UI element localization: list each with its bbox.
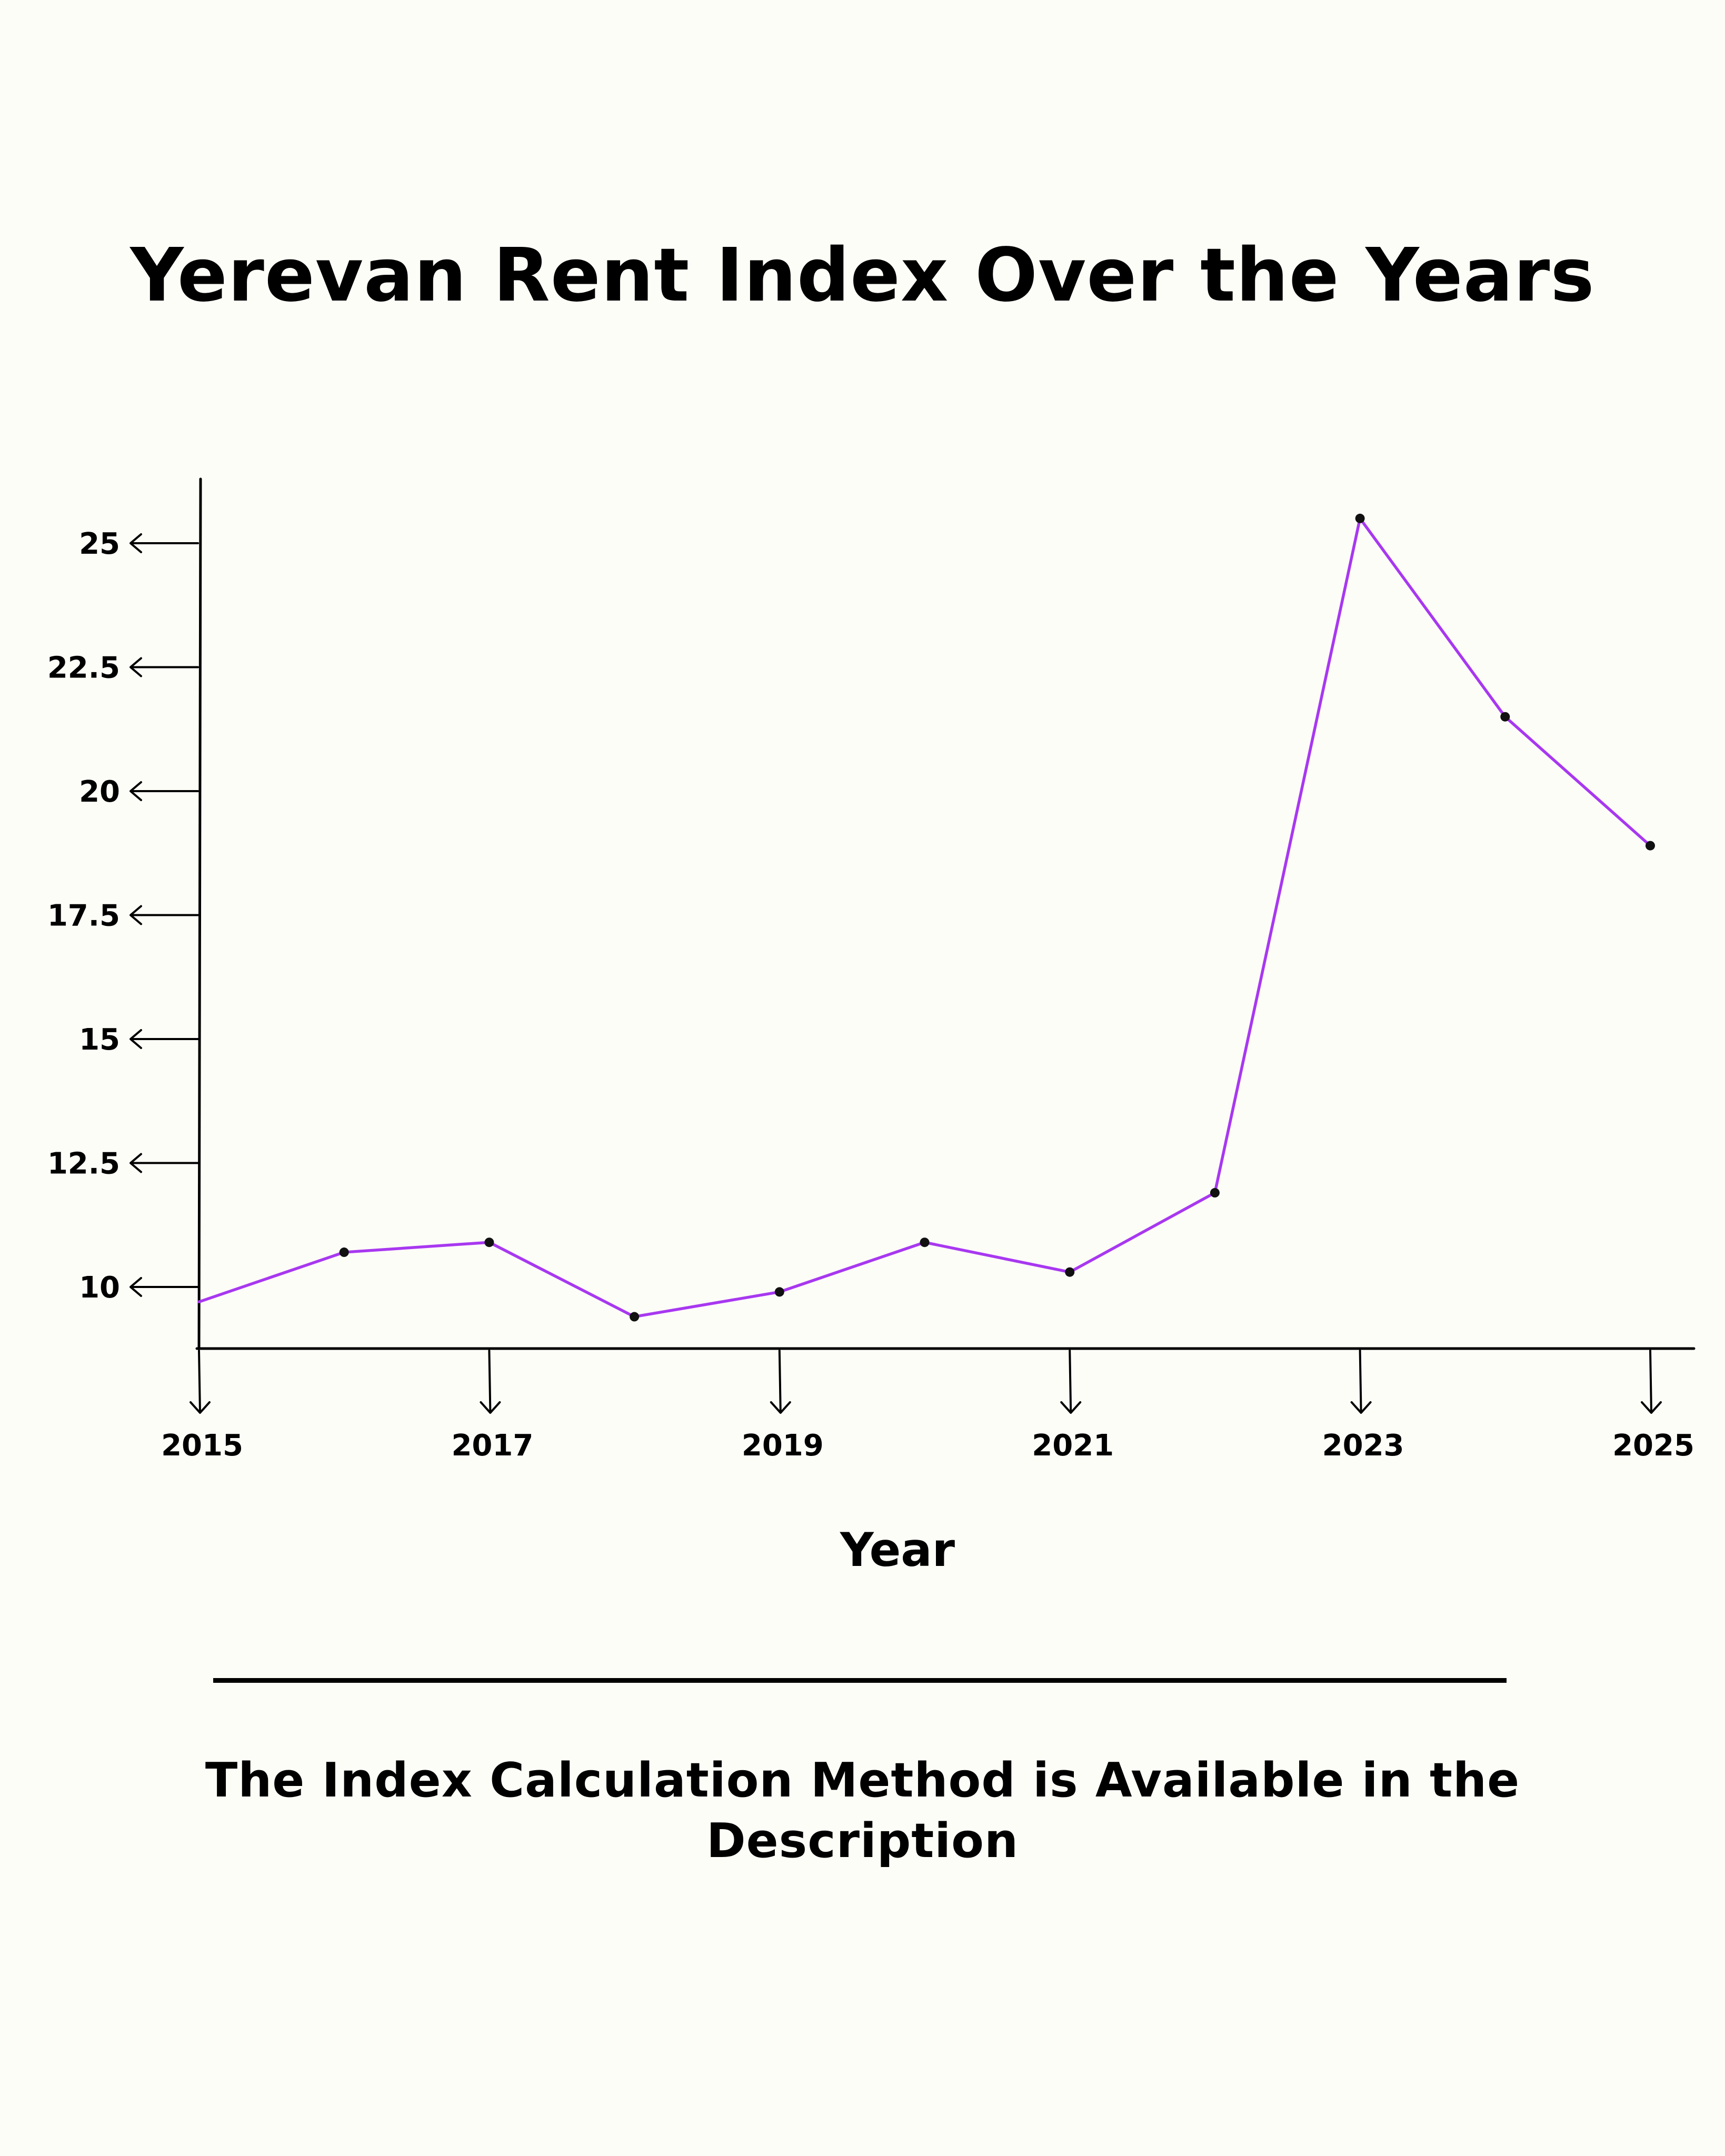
- data-point: [339, 1247, 349, 1257]
- y-tick: 10: [79, 1271, 199, 1305]
- x-tick-arrow-head: [190, 1401, 211, 1414]
- data-point: [1646, 841, 1655, 851]
- y-tick-label: 17.5: [47, 899, 120, 933]
- x-tick-arrow-head: [480, 1401, 501, 1414]
- x-tick: 2021: [1032, 1350, 1114, 1463]
- x-tick-label: 2015: [161, 1429, 243, 1463]
- line-chart: 10 12.5 15 17.5 20 22.5 25 2015 2017 2019 2021 202…: [47, 477, 1696, 1577]
- data-point: [1355, 513, 1365, 523]
- y-tick-label: 20: [79, 775, 120, 809]
- data-point: [1500, 712, 1510, 722]
- x-tick-label: 2021: [1032, 1429, 1114, 1463]
- y-tick-arrow-head: [129, 1153, 142, 1173]
- x-tick-arrow-shaft: [198, 1350, 201, 1413]
- x-tick-arrow-head: [770, 1401, 791, 1414]
- data-point: [774, 1287, 784, 1297]
- y-tick: 15: [79, 1023, 199, 1057]
- y-tick-arrow-head: [129, 781, 142, 801]
- x-tick: 2023: [1322, 1350, 1404, 1463]
- y-tick-arrow-head: [129, 1029, 142, 1049]
- y-tick: 22.5: [47, 651, 199, 685]
- x-tick-arrow-head: [1060, 1401, 1082, 1414]
- y-tick: 25: [79, 527, 199, 561]
- x-tick: 2025: [1612, 1350, 1694, 1463]
- x-tick-label: 2019: [742, 1429, 824, 1463]
- x-tick: 2017: [451, 1350, 533, 1463]
- x-tick-arrow-shaft: [1649, 1350, 1652, 1413]
- y-tick: 12.5: [47, 1147, 199, 1181]
- data-point: [630, 1312, 640, 1322]
- divider-line: [213, 1678, 1507, 1683]
- x-axis-ticks: 2015 2017 2019 2021 2023 2025: [161, 1350, 1694, 1463]
- y-tick-arrow-head: [129, 905, 142, 925]
- series-group: [197, 513, 1655, 1322]
- y-tick-arrow-head: [129, 533, 142, 553]
- y-tick-arrow-head: [129, 657, 142, 677]
- y-tick-label: 25: [79, 527, 120, 561]
- data-point: [484, 1237, 494, 1247]
- x-tick-arrow-head: [1350, 1401, 1372, 1414]
- x-tick: 2015: [161, 1350, 243, 1463]
- y-tick-label: 15: [79, 1023, 120, 1057]
- x-tick-arrow-shaft: [1069, 1350, 1072, 1413]
- data-point: [1210, 1188, 1220, 1198]
- data-point: [1065, 1267, 1075, 1277]
- y-axis-ticks: 10 12.5 15 17.5 20 22.5 25: [47, 527, 199, 1305]
- series-line: [197, 517, 1652, 1319]
- y-tick: 17.5: [47, 899, 199, 933]
- chart-title: Yerevan Rent Index Over the Years: [130, 233, 1595, 318]
- x-tick-label: 2017: [451, 1429, 533, 1463]
- y-tick-arrow-head: [129, 1277, 142, 1297]
- x-tick-arrow-shaft: [778, 1350, 782, 1413]
- y-tick-label: 10: [79, 1271, 120, 1305]
- y-tick: 20: [79, 775, 199, 809]
- chart-axes: [195, 477, 1696, 1350]
- x-tick-arrow-shaft: [1359, 1350, 1362, 1413]
- footnote-text: The Index Calculation Method is Availabl…: [205, 1753, 1520, 1869]
- y-tick-label: 22.5: [47, 651, 120, 685]
- x-tick-arrow-head: [1641, 1401, 1662, 1414]
- x-tick: 2019: [742, 1350, 824, 1463]
- y-axis-line: [197, 477, 202, 1350]
- x-tick-label: 2023: [1322, 1429, 1404, 1463]
- y-tick-label: 12.5: [47, 1147, 120, 1181]
- data-point: [920, 1237, 930, 1247]
- x-tick-label: 2025: [1612, 1429, 1694, 1463]
- x-axis-title: Year: [840, 1523, 955, 1577]
- x-tick-arrow-shaft: [488, 1350, 492, 1413]
